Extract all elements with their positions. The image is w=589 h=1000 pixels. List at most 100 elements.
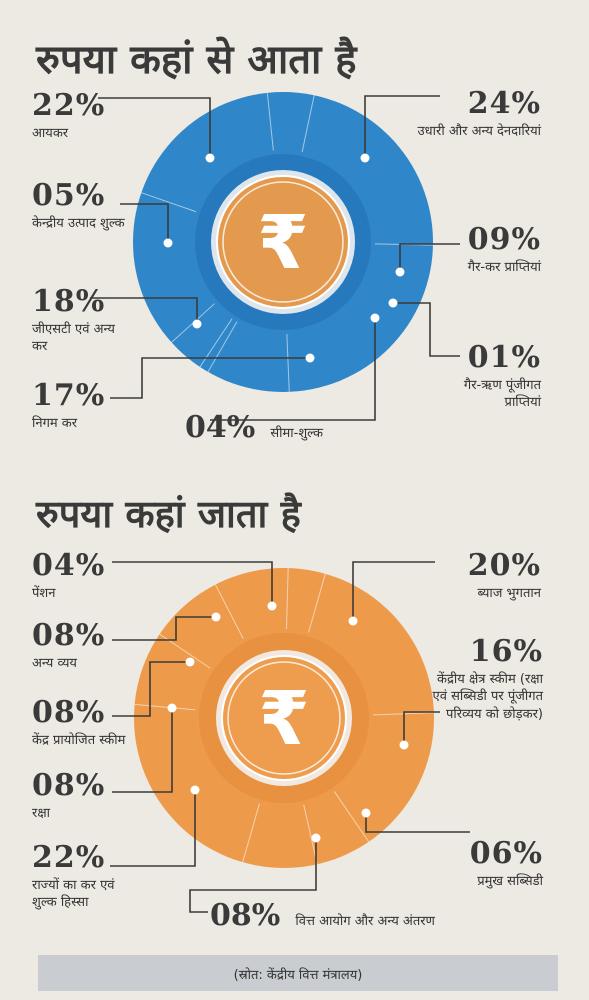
c1-label-nondebt: 01% गैर-ऋण पूंजीगत प्राप्तियां — [426, 342, 541, 412]
c1-desc-income-tax: आयकर — [32, 125, 69, 141]
c1-desc-borrowings: उधारी और अन्य देनदारियां — [417, 123, 541, 139]
slice-marker-dot — [361, 808, 371, 818]
slice-divider — [266, 92, 274, 151]
c1-value-corp: 17% — [32, 378, 106, 413]
slice-marker-dot — [205, 153, 215, 163]
chart2-title: रुपया कहां जाता है — [36, 492, 301, 536]
c1-desc-excise: केन्द्रीय उत्पाद शुल्क — [32, 215, 125, 231]
slice-divider — [285, 568, 289, 630]
c1-desc-nondebt: गैर-ऋण पूंजीगत प्राप्तियां — [463, 377, 541, 411]
slice-marker-dot — [395, 267, 405, 277]
c1-value-excise: 05% — [32, 178, 106, 213]
source-bar: (स्रोत: केंद्रीय वित्त मंत्रालय) — [38, 955, 558, 991]
slice-marker-dot — [399, 740, 409, 750]
c2-value-subsidy: 06% — [469, 836, 543, 871]
leader-line — [364, 95, 440, 158]
c2-label-defence: 08% रक्षा — [32, 770, 105, 822]
c2-label-other: 08% अन्य व्यय — [32, 620, 105, 672]
c2-label-finance-commission: 08% वित्त आयोग और अन्य अंतरण — [210, 900, 435, 932]
slice-divider — [308, 573, 326, 633]
c2-label-central-scheme: 16% केंद्रीय क्षेत्र स्कीम (रक्षा एवं सब… — [423, 636, 543, 723]
leader-line — [110, 790, 196, 867]
leader-line — [365, 813, 470, 833]
leader-line — [112, 561, 273, 606]
leader-line — [120, 203, 169, 243]
slice-marker-dot — [163, 238, 173, 248]
c2-label-states: 22% राज्यों का कर एवं शुल्क हिस्सा — [32, 842, 142, 912]
slice-marker-dot — [211, 612, 221, 622]
c2-desc-css: केंद्र प्रायोजित स्कीम — [32, 732, 126, 748]
c2-desc-defence: रक्षा — [32, 805, 51, 821]
slice-divider — [134, 703, 196, 711]
slice-marker-dot — [305, 353, 315, 363]
c1-value-nontax: 09% — [467, 222, 541, 257]
source-text: (स्रोत: केंद्रीय वित्त मंत्रालय) — [233, 968, 363, 983]
c1-desc-customs: सीमा-शुल्क — [270, 426, 324, 441]
coin-face — [221, 655, 347, 781]
c2-label-interest: 20% ब्याज भुगतान — [411, 550, 541, 602]
c2-value-central-scheme: 16% — [469, 634, 543, 669]
c2-desc-pension: पेंशन — [32, 585, 56, 601]
slice-divider — [207, 321, 238, 373]
leader-line — [393, 302, 460, 357]
leader-line — [90, 297, 198, 324]
slice-marker-dot — [267, 601, 277, 611]
slice-divider — [303, 804, 318, 865]
c1-desc-nontax: गैर-कर प्राप्तियां — [467, 259, 541, 275]
leader-line — [112, 616, 216, 641]
slice-divider — [141, 192, 197, 213]
leader-line — [110, 357, 310, 399]
rupee-symbol-icon: ₹ — [258, 676, 310, 762]
coin-inner-ring — [222, 181, 344, 303]
c2-value-interest: 20% — [467, 548, 541, 583]
c2-value-finance-commission: 08% — [210, 898, 281, 933]
slice-divider — [199, 318, 233, 368]
slice-marker-dot — [360, 153, 370, 163]
slice-divider — [214, 584, 244, 640]
slice-divider — [333, 791, 370, 843]
leader-line — [112, 708, 173, 793]
slice-marker-dot — [167, 703, 177, 713]
c1-value-customs: 04% — [185, 410, 256, 445]
leader-line — [112, 661, 190, 717]
leader-line — [189, 838, 317, 913]
c1-label-income-tax: 22% आयकर — [32, 90, 105, 142]
c1-value-gst: 18% — [32, 284, 106, 319]
slice-marker-dot — [185, 657, 195, 667]
c2-value-defence: 08% — [32, 768, 106, 803]
c2-desc-interest: ब्याज भुगतान — [477, 585, 542, 601]
slice-marker-dot — [192, 319, 202, 329]
c1-label-borrowings: 24% उधारी और अन्य देनदारियां — [411, 88, 541, 140]
c2-label-subsidy: 06% प्रमुख सब्सिडी — [413, 838, 543, 890]
c1-label-nontax: 09% गैर-कर प्राप्तियां — [411, 224, 541, 276]
leader-line — [210, 318, 376, 421]
coin-inner-ring — [227, 661, 341, 775]
c1-value-borrowings: 24% — [467, 86, 541, 121]
leader-line — [98, 97, 211, 158]
c1-label-customs: 04% सीमा-शुल्क — [185, 412, 323, 444]
c2-value-states: 22% — [32, 840, 106, 875]
leader-line — [403, 711, 440, 745]
c2-desc-finance-commission: वित्त आयोग और अन्य अंतरण — [295, 914, 435, 929]
c2-value-other: 08% — [32, 618, 106, 653]
c2-label-pension: 04% पेंशन — [32, 550, 105, 602]
c2-value-css: 08% — [32, 695, 106, 730]
c1-value-nondebt: 01% — [467, 340, 541, 375]
c1-value-income-tax: 22% — [32, 88, 106, 123]
coin-face — [216, 175, 350, 309]
c2-value-pension: 04% — [32, 548, 106, 583]
c1-desc-gst: जीएसटी एवं अन्य कर — [32, 321, 115, 355]
slice-marker-dot — [311, 833, 321, 843]
c1-label-corp: 17% निगम कर — [32, 380, 105, 432]
c1-label-excise: 05% केन्द्रीय उत्पाद शुल्क — [32, 180, 137, 232]
leader-line — [352, 561, 435, 621]
c2-desc-states: राज्यों का कर एवं शुल्क हिस्सा — [32, 877, 115, 911]
slice-marker-dot — [388, 298, 398, 308]
rupee-symbol-icon: ₹ — [257, 200, 309, 286]
c1-label-gst: 18% जीएसटी एवं अन्य कर — [32, 286, 132, 356]
slice-divider — [301, 95, 315, 153]
chart1-title: रुपया कहां से आता है — [36, 37, 357, 83]
slice-marker-dot — [190, 785, 200, 795]
